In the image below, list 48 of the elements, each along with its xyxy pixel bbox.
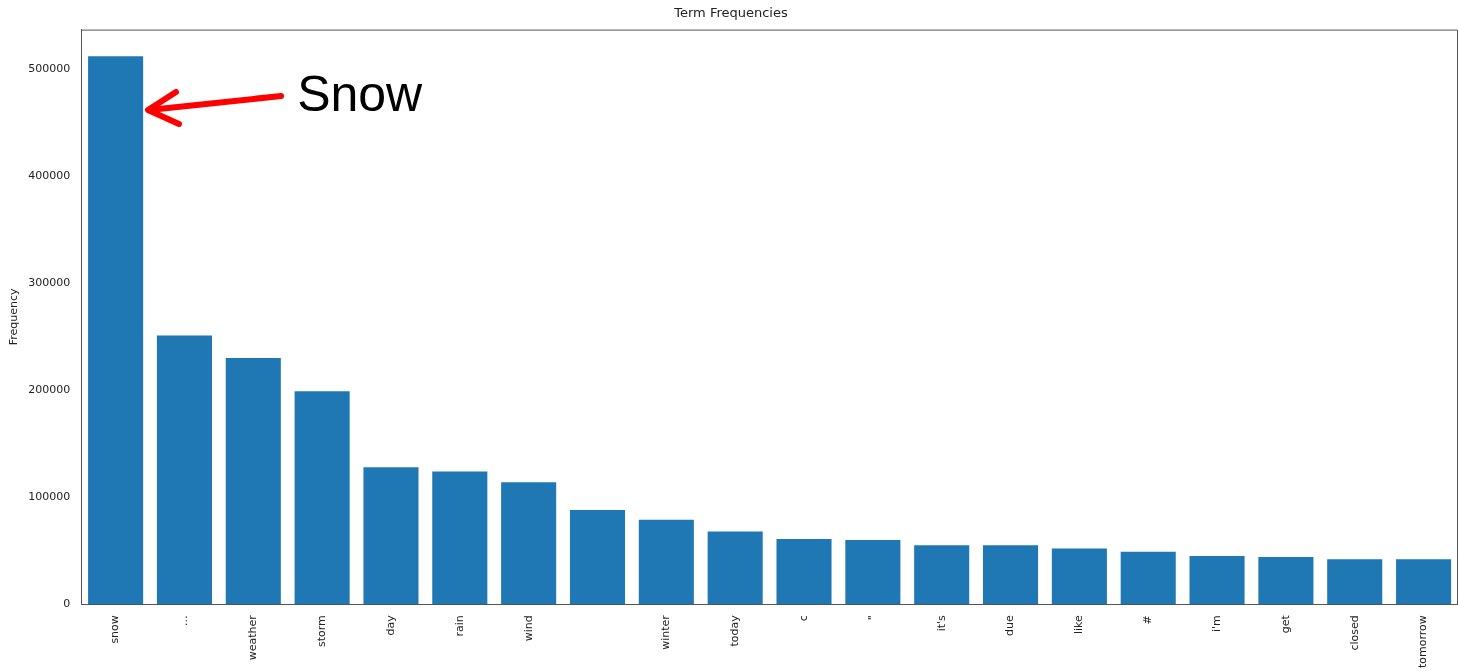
bar (156, 335, 212, 605)
y-tick-label: 300000 (28, 276, 71, 290)
x-tick-label: weather (246, 614, 260, 661)
x-tick-label: rain (452, 615, 466, 637)
x-tick-label: " (865, 615, 879, 621)
bar (1258, 557, 1314, 605)
x-tick-label: closed (1347, 615, 1361, 651)
annotation: Snow (297, 66, 424, 123)
bar (1120, 551, 1176, 605)
y-tick-label: 200000 (28, 383, 71, 397)
x-tick-label: like (1072, 614, 1086, 635)
x-tick-label: storm (314, 615, 328, 647)
bar (776, 538, 832, 605)
y-tick-label: 0 (63, 597, 71, 611)
x-tick-label: c (796, 615, 810, 622)
x-tick-label: today (728, 614, 742, 647)
bar (1396, 559, 1452, 605)
x-tick-label: due (1003, 614, 1017, 636)
bar (363, 467, 419, 605)
x-tick-label: winter (659, 614, 673, 650)
bar (88, 56, 144, 605)
bar (501, 482, 557, 605)
bar (1051, 548, 1107, 605)
x-tick-label: i'm (1209, 615, 1223, 632)
y-tick-label: 500000 (28, 62, 71, 76)
x-tick-label: # (1141, 615, 1155, 625)
x-tick-label: tomorrow (1416, 615, 1430, 668)
x-tick-label: it's (934, 614, 948, 632)
x-tick-label: snow (108, 615, 122, 644)
bar (638, 519, 694, 605)
bar (707, 531, 763, 605)
y-tick-label: 100000 (28, 490, 71, 504)
bar (1189, 556, 1245, 605)
x-tick-label: … (177, 615, 191, 627)
bar (1327, 559, 1383, 605)
x-tick-label: day (383, 614, 397, 636)
bar (983, 545, 1039, 605)
bar (432, 471, 488, 605)
y-axis-title: Frequency (7, 287, 21, 346)
x-tick-label: wind (521, 615, 535, 642)
bar (845, 539, 901, 605)
chart-title: Term Frequencies (673, 5, 788, 21)
bar (225, 358, 281, 605)
y-tick-label: 400000 (28, 169, 71, 183)
x-tick-label: get (1278, 614, 1292, 634)
bar (294, 391, 350, 605)
bar (569, 510, 626, 605)
bar (914, 545, 970, 605)
